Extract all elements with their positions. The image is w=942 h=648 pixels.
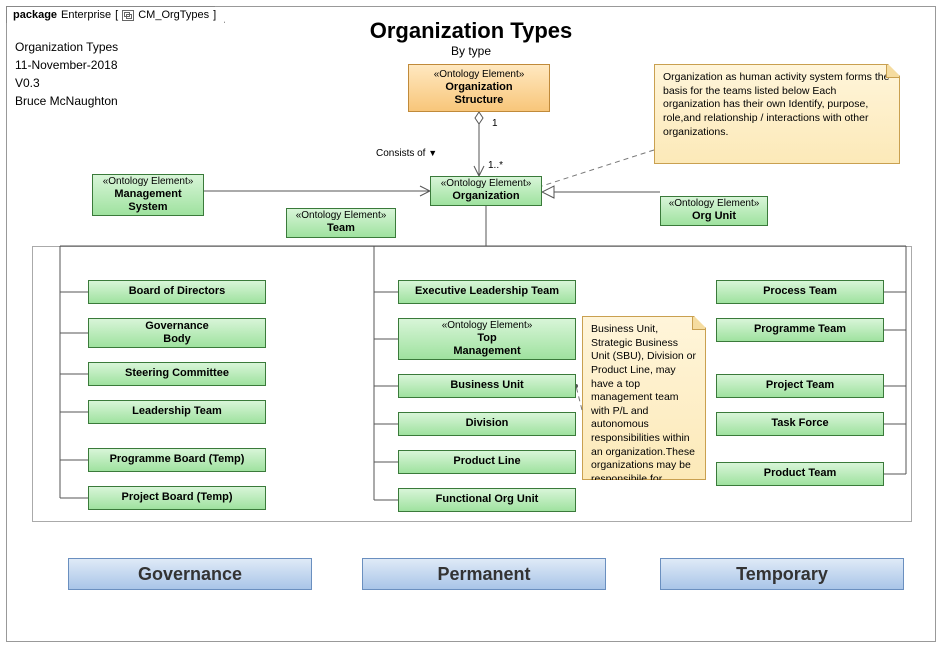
node-name: Division — [466, 417, 509, 430]
node-t_process: Process Team — [716, 280, 884, 304]
meta-date: 11-November-2018 — [15, 56, 118, 74]
node-name: Business Unit — [450, 379, 523, 392]
node-p_topMgmt: «Ontology Element»TopManagement — [398, 318, 576, 360]
stereotype-label: «Ontology Element» — [441, 178, 532, 190]
meta-version: V0.3 — [15, 74, 118, 92]
category-permanent: Permanent — [362, 558, 606, 590]
stereotype-label: «Ontology Element» — [434, 69, 525, 81]
node-t_prodTeam: Product Team — [716, 462, 884, 486]
node-t_proj: Project Team — [716, 374, 884, 398]
node-name: Programme Board (Temp) — [110, 453, 245, 466]
node-mgmtSystem: «Ontology Element»ManagementSystem — [92, 174, 204, 216]
node-name: Executive Leadership Team — [415, 285, 559, 298]
edge-label-consists-of: Consists of ▼ — [376, 148, 437, 159]
node-name: Board of Directors — [129, 285, 226, 298]
edge-multiplicity-one-star: 1..* — [488, 160, 503, 171]
direction-triangle-icon: ▼ — [428, 148, 437, 158]
node-name: ManagementSystem — [114, 188, 181, 214]
diagram-subtitle: By type — [0, 44, 942, 58]
node-p_func: Functional Org Unit — [398, 488, 576, 512]
meta-author: Bruce McNaughton — [15, 92, 118, 110]
stereotype-label: «Ontology Element» — [103, 176, 194, 188]
node-p_div: Division — [398, 412, 576, 436]
note-business-unit: Business Unit, Strategic Business Unit (… — [582, 316, 706, 480]
node-p_bu: Business Unit — [398, 374, 576, 398]
node-g_lead: Leadership Team — [88, 400, 266, 424]
node-name: Steering Committee — [125, 367, 229, 380]
node-g_projBoard: Project Board (Temp) — [88, 486, 266, 510]
edge-multiplicity-one: 1 — [492, 118, 498, 129]
node-g_govBody: GovernanceBody — [88, 318, 266, 348]
category-governance: Governance — [68, 558, 312, 590]
node-name: GovernanceBody — [145, 320, 209, 346]
node-organization: «Ontology Element»Organization — [430, 176, 542, 206]
node-name: Organization — [452, 190, 519, 203]
node-orgStructure: «Ontology Element»OrganizationStructure — [408, 64, 550, 112]
node-name: Project Team — [766, 379, 834, 392]
node-name: Task Force — [771, 417, 828, 430]
note-organization: Organization as human activity system fo… — [654, 64, 900, 164]
node-g_progBoard: Programme Board (Temp) — [88, 448, 266, 472]
node-name: Team — [327, 222, 355, 235]
stereotype-label: «Ontology Element» — [669, 198, 760, 210]
node-name: Product Team — [764, 467, 837, 480]
node-name: TopManagement — [453, 332, 520, 358]
node-name: Org Unit — [692, 210, 736, 223]
node-name: Process Team — [763, 285, 837, 298]
node-name: Programme Team — [754, 323, 846, 336]
node-t_prog: Programme Team — [716, 318, 884, 342]
node-t_task: Task Force — [716, 412, 884, 436]
stereotype-label: «Ontology Element» — [442, 320, 533, 332]
node-name: Product Line — [453, 455, 520, 468]
node-name: Project Board (Temp) — [121, 491, 232, 504]
node-name: Functional Org Unit — [436, 493, 539, 506]
node-name: Leadership Team — [132, 405, 222, 418]
node-p_prodLine: Product Line — [398, 450, 576, 474]
node-orgUnit: «Ontology Element»Org Unit — [660, 196, 768, 226]
node-g_board: Board of Directors — [88, 280, 266, 304]
category-temporary: Temporary — [660, 558, 904, 590]
node-g_steer: Steering Committee — [88, 362, 266, 386]
node-team: «Ontology Element»Team — [286, 208, 396, 238]
diagram-title: Organization Types — [0, 18, 942, 44]
node-p_exec: Executive Leadership Team — [398, 280, 576, 304]
node-name: OrganizationStructure — [445, 81, 512, 107]
stereotype-label: «Ontology Element» — [296, 210, 387, 222]
